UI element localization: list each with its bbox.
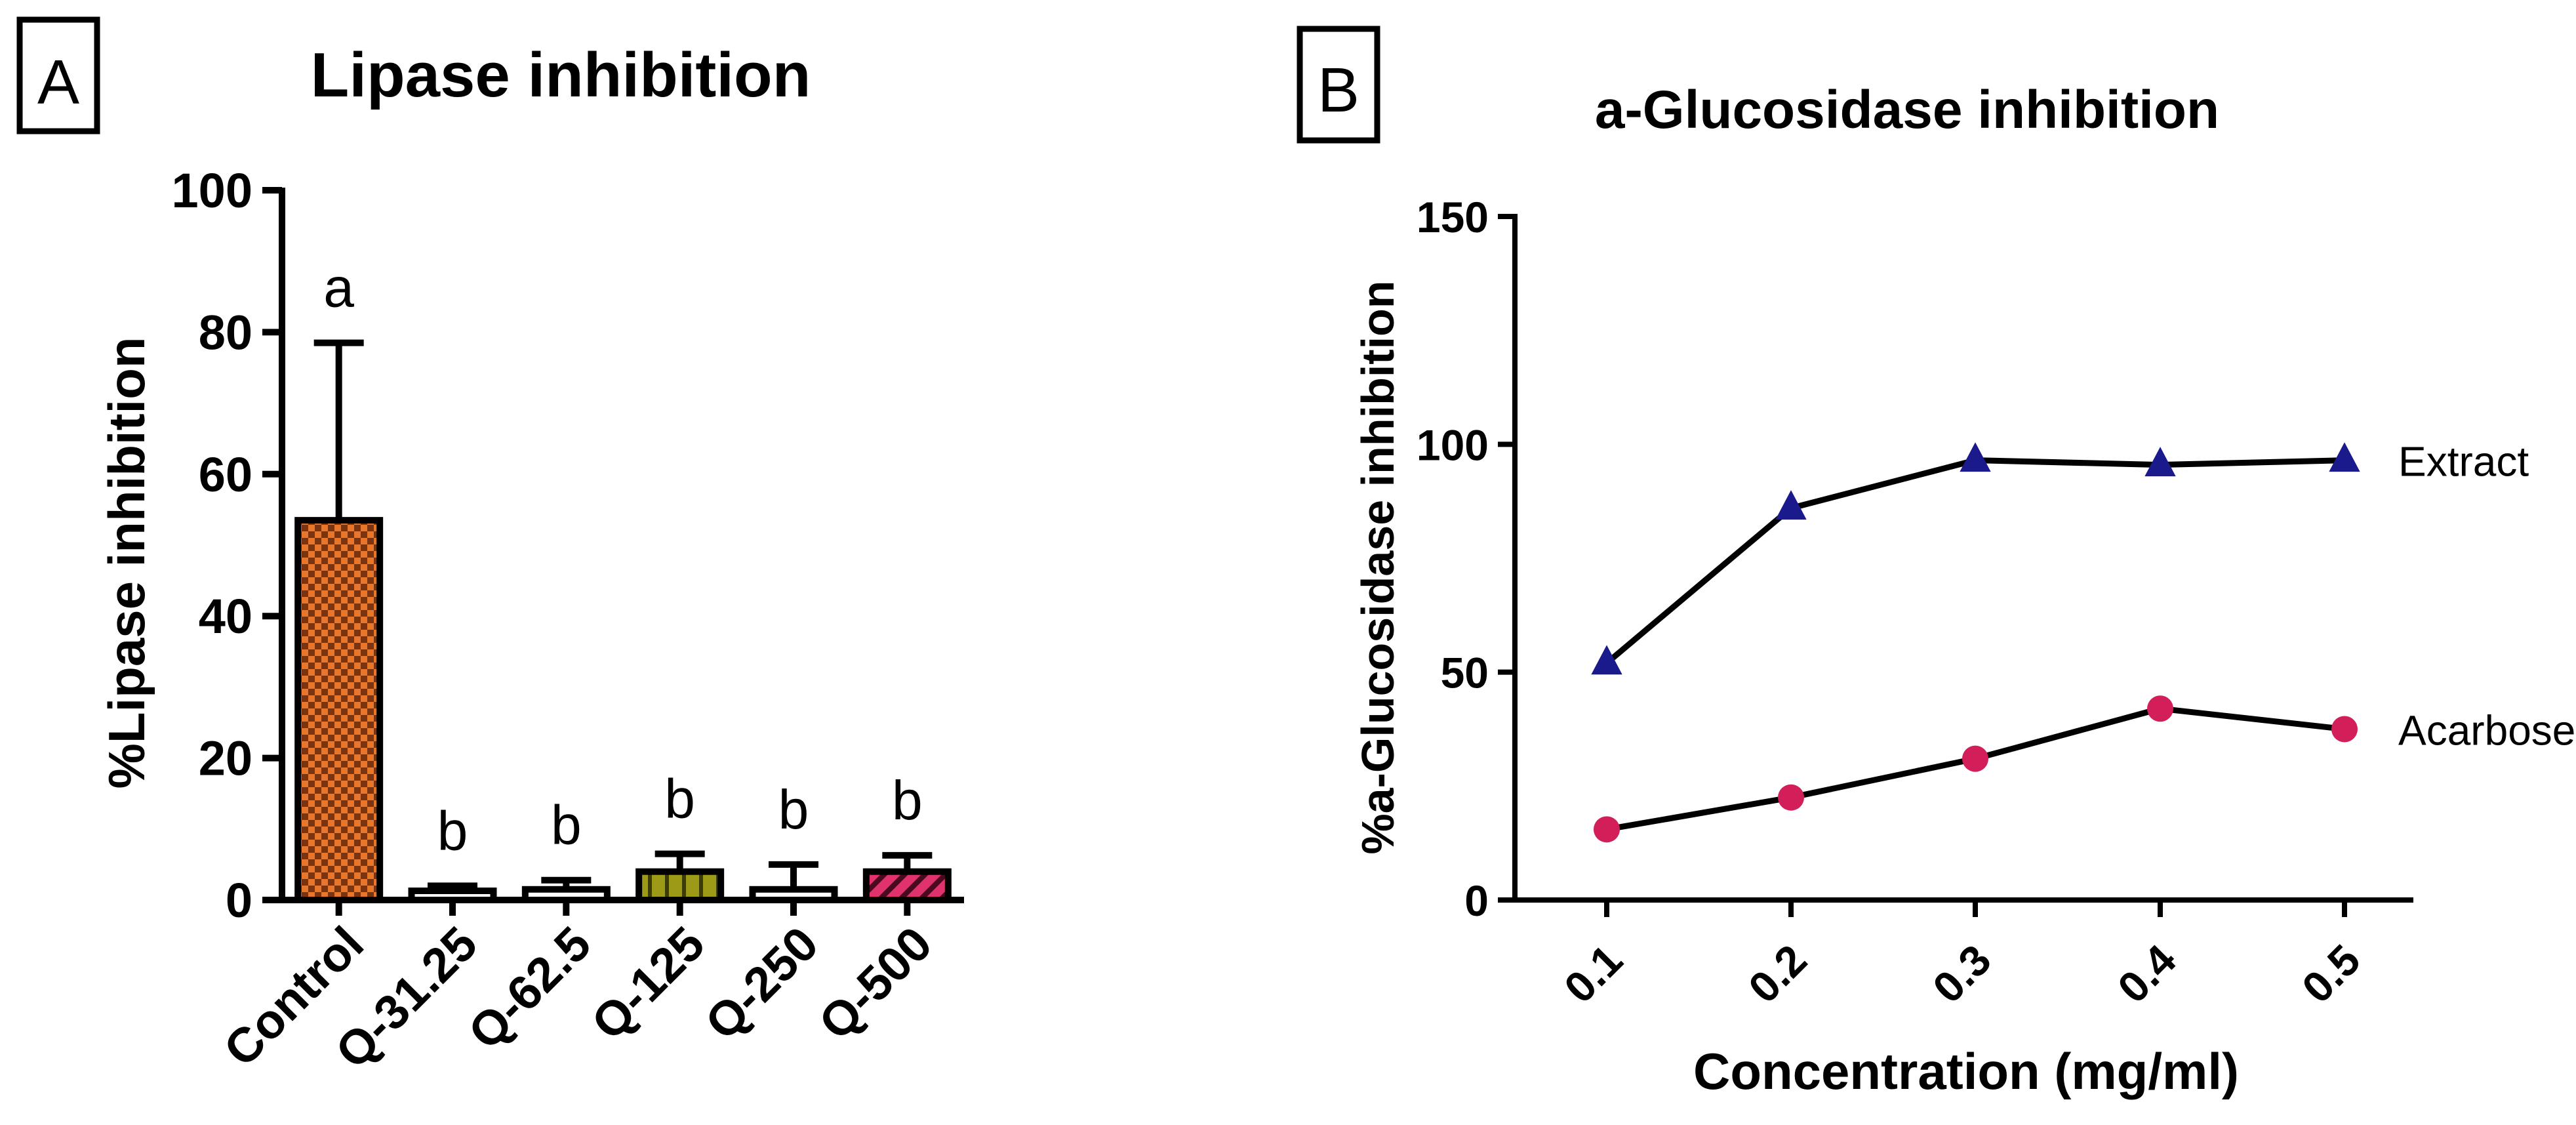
glucosidase-y-axis-label: %a-Glucosidase inhibition (1352, 280, 1403, 854)
lipase-x-tick-label: Q-62.5 (458, 916, 601, 1060)
lipase-x-tick-label: Q-500 (809, 916, 942, 1050)
lipase-x-tick-label: Q-250 (694, 916, 828, 1050)
lipase-significance-2: b (551, 794, 582, 856)
panel-b-label-box (1297, 26, 1380, 144)
glucosidase-x-tick-label: 0.1 (1555, 935, 1632, 1012)
panel-b-label: B (1318, 55, 1359, 125)
lipase-significance-4: b (778, 779, 809, 840)
lipase-bar-1 (408, 888, 497, 903)
extract-point-4 (2329, 442, 2360, 472)
acarbose-point-4 (2331, 716, 2358, 743)
lipase-y-tick-label: 20 (199, 731, 252, 786)
glucosidase-line-extract (1605, 457, 2345, 666)
glucosidase-y-tick-label: 100 (1417, 420, 1489, 469)
lipase-bar-2 (521, 886, 611, 904)
glucosidase-y-tick-label: 0 (1464, 876, 1489, 925)
glucosidase-series-label-acarbose: Acarbose (2398, 707, 2575, 754)
panel-b: B a-Glucosidase inhibition %a-Glucosidas… (1297, 26, 2576, 1100)
panel-a-label: A (37, 47, 79, 117)
lipase-significance-3: b (664, 768, 695, 830)
lipase-y-tick-label: 80 (199, 305, 252, 359)
acarbose-point-2 (1962, 745, 1988, 772)
glucosidase-x-tick-label: 0.3 (1923, 935, 2000, 1012)
glucosidase-x-tick-label: 0.4 (2108, 935, 2185, 1012)
lipase-significance-0: a (323, 257, 354, 319)
lipase-bar-4 (749, 886, 838, 904)
lipase-bar-0 (294, 517, 384, 903)
acarbose-point-3 (2147, 695, 2173, 722)
glucosidase-plot-area: 0 50 100 150 0.1 0.2 0.3 0.4 0.5 Extract Acarbose (1417, 193, 2576, 1012)
panel-a-label-box (16, 16, 100, 134)
lipase-plot-area: 020406080100aControlbQ-31.25bQ-62.5bQ-12… (172, 163, 964, 1078)
acarbose-point-0 (1594, 816, 1620, 843)
lipase-y-tick-label: 40 (199, 589, 252, 644)
lipase-y-axis-label: %Lipase inhibition (98, 337, 155, 788)
panel-a: A Lipase inhibition %Lipase inhibition 0… (16, 16, 964, 1078)
glucosidase-series-label-extract: Extract (2398, 438, 2529, 485)
glucosidase-x-axis-label: Concentration (mg/ml) (1693, 1042, 2239, 1100)
extract-point-3 (2144, 447, 2176, 477)
extract-point-0 (1591, 645, 1622, 675)
lipase-bar-5 (862, 868, 952, 903)
lipase-significance-5: b (892, 769, 923, 831)
glucosidase-y-tick-label: 150 (1417, 193, 1489, 241)
lipase-chart-title: Lipase inhibition (311, 40, 811, 110)
lipase-y-tick-label: 100 (172, 163, 252, 218)
lipase-x-tick-label: Q-125 (581, 916, 715, 1050)
extract-point-2 (1960, 442, 1991, 472)
glucosidase-x-tick-label: 0.2 (1739, 935, 1816, 1012)
lipase-y-tick-label: 60 (199, 447, 252, 502)
lipase-significance-1: b (437, 800, 468, 861)
glucosidase-x-tick-label: 0.5 (2293, 935, 2369, 1012)
acarbose-point-1 (1778, 784, 1804, 811)
lipase-bar-3 (635, 868, 725, 903)
extract-point-1 (1775, 490, 1807, 520)
glucosidase-y-tick-label: 50 (1441, 649, 1489, 697)
lipase-y-tick-label: 0 (226, 873, 252, 928)
glucosidase-chart-title: a-Glucosidase inhibition (1595, 80, 2219, 140)
